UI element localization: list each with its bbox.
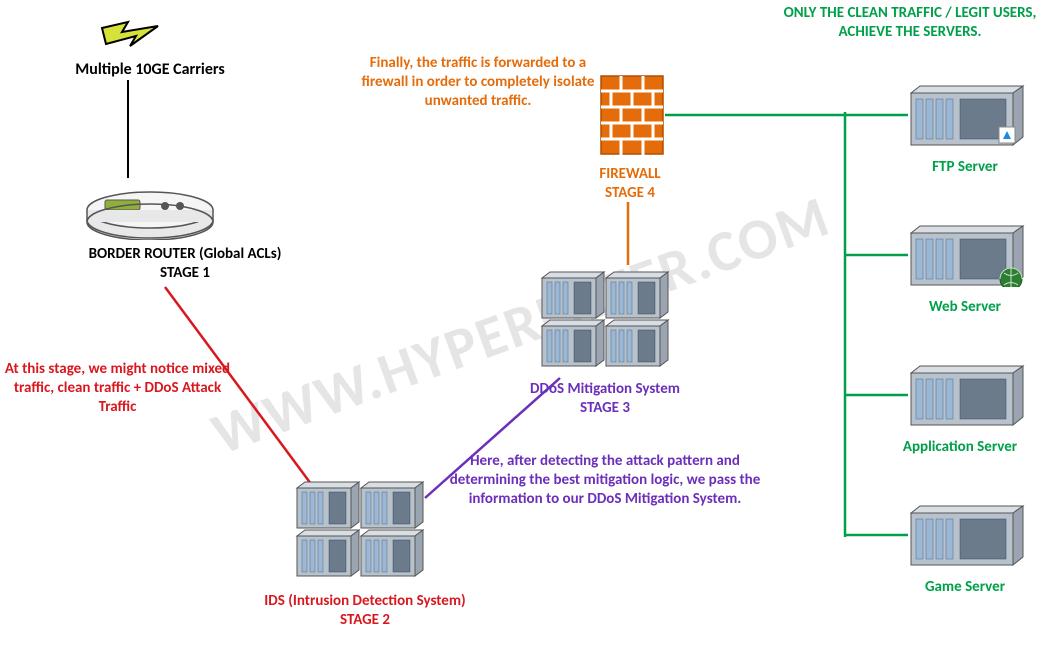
router-icon [85, 180, 215, 240]
web-server-label: Web Server [890, 298, 1040, 317]
game-server-icon [910, 505, 1025, 572]
app-server-icon [910, 365, 1025, 432]
lightning-icon [100, 14, 160, 54]
ddos-label: DDoS Mitigation System STAGE 3 [490, 380, 720, 418]
router-desc: At this stage, we might notice mixed tra… [0, 360, 235, 416]
carriers-label: Multiple 10GE Carriers [35, 60, 265, 80]
ftp-server-label: FTP Server [890, 158, 1040, 177]
ids-cluster-icon [295, 478, 425, 578]
ftp-server-icon [910, 85, 1025, 152]
firewall-label: FIREWALL STAGE 4 [550, 165, 710, 203]
ddos-desc: Here, after detecting the attack pattern… [440, 452, 770, 508]
router-label: BORDER ROUTER (Global ACLs) STAGE 1 [55, 245, 315, 283]
game-server-label: Game Server [890, 578, 1040, 597]
app-server-label: Application Server [870, 438, 1041, 457]
firewall-icon [600, 75, 664, 155]
ddos-cluster-icon [540, 268, 670, 368]
ids-label: IDS (Intrusion Detection System) STAGE 2 [215, 592, 515, 630]
servers-header: ONLY THE CLEAN TRAFFIC / LEGIT USERS, AC… [770, 4, 1041, 42]
web-server-icon [910, 225, 1025, 292]
firewall-desc: Finally, the traffic is forwarded to a f… [358, 54, 598, 110]
